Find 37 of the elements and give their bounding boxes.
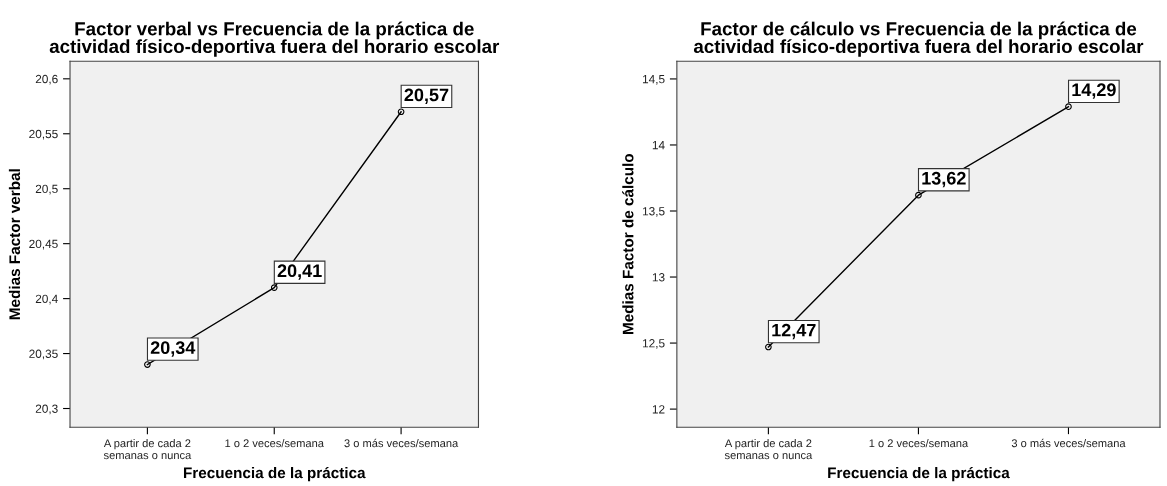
chart-title: Factor de cálculo vs Frecuencia de la práctica de actividad físico-deportiva fuera del horario escolar — [693, 21, 1144, 57]
y-axis-title: Medias Factor de cálculo — [622, 153, 634, 335]
y-tick-label: 20,55 — [29, 129, 58, 140]
y-tick-label: 12,5 — [642, 339, 665, 349]
y-tick-label: 20,5 — [35, 184, 58, 195]
data-label: 12,47 — [772, 323, 816, 340]
y-tick-label: 20,6 — [35, 74, 58, 85]
y-tick-label: 14,5 — [642, 75, 665, 85]
x-axis-title: Frecuencia de la práctica — [828, 466, 1010, 482]
point — [765, 343, 772, 351]
x-tick-label: 1 o 2 veces/semana — [225, 439, 324, 448]
y-tick-label: 20,45 — [29, 239, 58, 250]
data-label: 13,62 — [922, 171, 966, 188]
y-tick-label: 14 — [652, 141, 665, 150]
x-tick-label: A partir de cada 2 semanas o nunca — [724, 439, 813, 460]
point — [144, 361, 151, 368]
y-axis-title: Medias Factor verbal — [8, 169, 21, 320]
y-tick-label: 13 — [652, 273, 665, 282]
data-label: 20,41 — [277, 264, 322, 280]
data-label: 20,34 — [150, 341, 196, 357]
y-tick-label: 20,3 — [35, 404, 58, 415]
point — [270, 284, 278, 291]
y-tick-label: 12 — [652, 405, 665, 414]
point — [1065, 103, 1072, 110]
y-tick-label: 20,4 — [35, 294, 58, 305]
y-tick-label: 13,5 — [642, 207, 665, 217]
point — [397, 108, 405, 116]
x-axis-title: Frecuencia de la práctica — [183, 466, 366, 482]
point — [915, 191, 922, 199]
x-tick-label: 3 o más veces/semana — [1011, 438, 1126, 448]
y-tick-label: 20,35 — [29, 349, 58, 360]
x-tick-label: 3 o más veces/semana — [344, 438, 459, 448]
x-tick-label: 1 o 2 veces/semana — [869, 439, 969, 448]
x-tick-label: A partir de cada 2 semanas o nunca — [103, 439, 192, 460]
data-label: 20,57 — [404, 88, 449, 104]
chart-title: Factor verbal vs Frecuencia de la práctica de actividad físico-deportiva fuera del horario escolar — [49, 21, 500, 57]
data-label: 14,29 — [1072, 83, 1116, 99]
